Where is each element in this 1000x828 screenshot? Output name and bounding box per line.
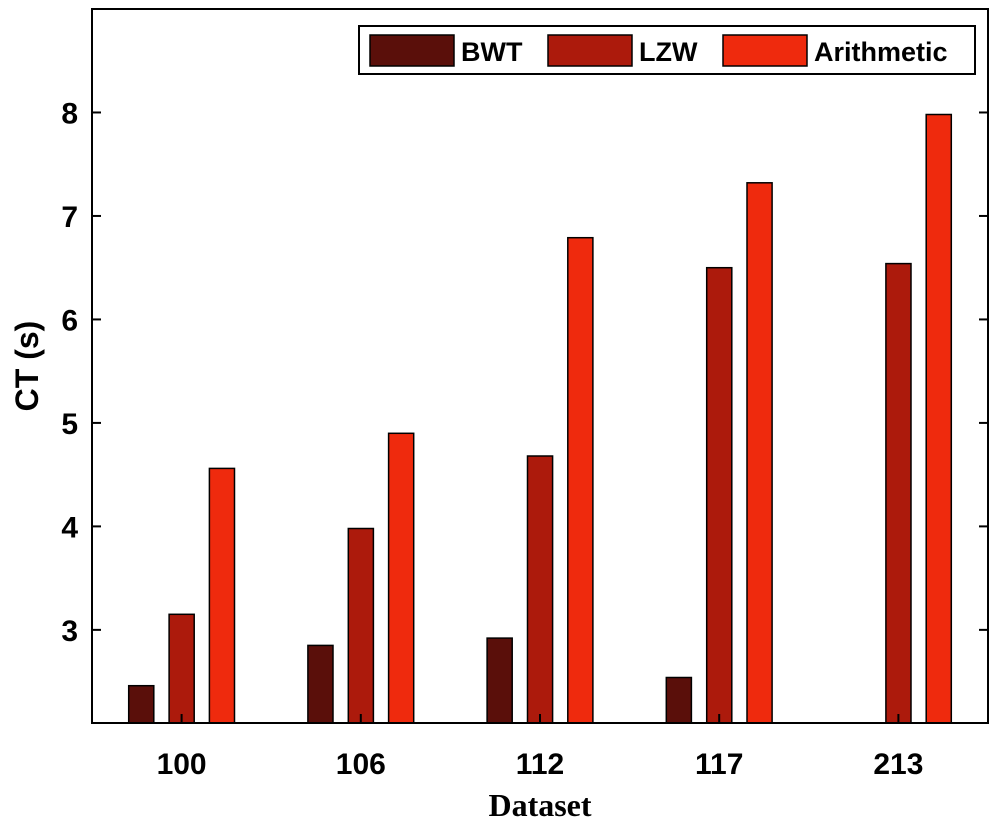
bar-lzw-106	[347, 527, 375, 724]
bar-arithmetic-112	[567, 236, 594, 724]
bar-arithmetic-106	[387, 432, 415, 724]
legend-swatch-lzw	[547, 34, 633, 67]
y-tick-label: 4	[61, 511, 78, 544]
x-tick-label: 213	[873, 748, 923, 781]
bar-arithmetic-117	[746, 182, 773, 724]
bar-bwt-112	[486, 637, 513, 724]
legend-label-bwt: BWT	[461, 37, 523, 67]
bar-bwt-100	[127, 684, 155, 724]
legend-label-arithmetic: Arithmetic	[814, 37, 948, 67]
y-axis-label: CT (s)	[9, 321, 45, 412]
bar-lzw-100	[168, 613, 195, 724]
x-tick-label: 112	[516, 748, 564, 781]
x-tick-label: 117	[695, 748, 743, 781]
bar-arithmetic-213	[925, 113, 953, 724]
legend: BWT LZW Arithmetic	[358, 25, 976, 75]
y-tick-label: 5	[61, 408, 78, 441]
bar-lzw-213	[885, 262, 912, 724]
bar-lzw-117	[705, 266, 733, 724]
legend-swatch-bwt	[369, 34, 455, 67]
x-tick-label: 100	[157, 748, 207, 781]
x-axis-ticks: 100 106 112 117 213	[157, 714, 923, 781]
legend-box	[358, 25, 976, 75]
bar-arithmetic-100	[208, 467, 236, 724]
bar-bwt-117	[665, 676, 693, 724]
y-tick-label: 6	[61, 304, 78, 337]
bar-lzw-112	[526, 455, 554, 724]
y-tick-label: 8	[61, 97, 78, 130]
y-tick-label: 7	[61, 201, 78, 234]
bar-bwt-106	[307, 644, 334, 724]
x-axis-label: Dataset	[488, 787, 591, 823]
legend-swatch-arithmetic	[722, 34, 808, 67]
y-axis-ticks: 3 4 5 6 7 8	[61, 97, 988, 648]
y-tick-label: 3	[61, 615, 78, 648]
legend-label-lzw: LZW	[639, 37, 698, 67]
bars-layer	[127, 113, 953, 724]
x-tick-label: 106	[336, 748, 386, 781]
